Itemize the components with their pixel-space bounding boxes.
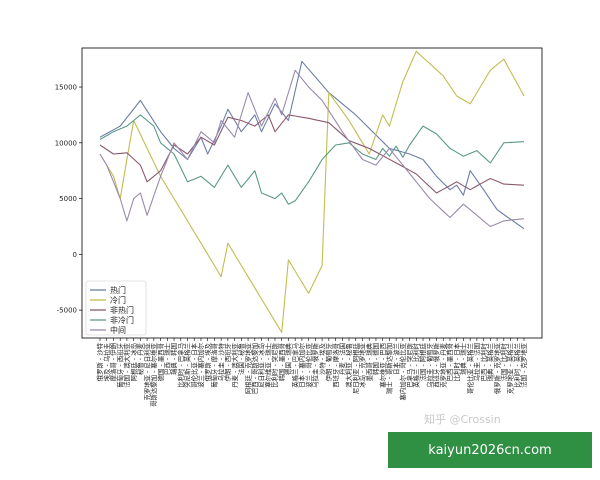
- x-tick-label: 法国 - 阿根廷: [418, 342, 427, 381]
- x-tick-label: 葡萄牙 - 西班牙: [115, 343, 124, 388]
- x-tick-label: 比利时 - 巴拿马: [176, 343, 185, 388]
- legend-label: 非冷门: [110, 315, 134, 325]
- x-tick-label: 俄罗斯 - 克罗地亚: [492, 342, 501, 394]
- x-tick-label: 韩国 - 墨西哥: [277, 342, 286, 381]
- y-tick-label: -5000: [57, 307, 77, 315]
- x-tick-label: 德国 - 瑞典: [284, 342, 293, 375]
- x-tick-label: 墨西哥 - 瑞典: [364, 342, 373, 381]
- x-tick-label: 巴西 - 墨西哥: [446, 342, 454, 381]
- x-tick-label: 巴西 - 哥斯达黎加: [250, 343, 259, 394]
- watermark: 知乎 @Crossin: [424, 413, 501, 426]
- legend-label: 非热门: [110, 305, 134, 315]
- x-tick-label: 丹麦 - 法国: [337, 343, 346, 375]
- plot-frame: [81, 47, 543, 339]
- x-tick-label: 尼日利亚 - 阿根廷: [351, 342, 360, 394]
- x-tick-label: 哥斯达黎加 - 塞尔维亚: [149, 342, 158, 406]
- x-tick-label: 瑞典 - 瑞士: [459, 342, 468, 375]
- x-tick-label: 巴拿马 - 突尼斯: [405, 342, 414, 387]
- x-tick-label: 塞尔维亚 - 瑞士: [263, 342, 272, 387]
- x-tick-label: 乌拉圭 - 俄罗斯: [311, 342, 320, 387]
- series-line-0: [99, 60, 525, 230]
- x-tick-label: 波兰 - 哥伦比亚: [304, 342, 313, 387]
- x-tick-label: 哥伦比亚 - 日本: [189, 342, 198, 387]
- site-banner[interactable]: kaiyun2026cn.com: [388, 432, 592, 468]
- x-tick-label: 沙特 - 埃及: [317, 342, 326, 375]
- legend-label: 中间: [110, 325, 126, 335]
- x-tick-label: 瑞士 - 哥斯达黎加: [385, 343, 394, 394]
- x-tick-label: 巴西 - 比利时: [479, 342, 488, 381]
- x-tick-label: 法国 - 澳大利亚: [122, 342, 131, 387]
- series-lines: [99, 50, 525, 333]
- x-tick-label: 阿根廷 - 冰岛: [129, 343, 138, 381]
- x-tick-label: 伊朗 - 葡萄牙: [324, 343, 333, 381]
- x-tick-label: 西班牙 - 俄罗斯: [432, 342, 441, 387]
- x-tick-label: 韩国 - 德国: [371, 343, 380, 375]
- x-tick-label: 突尼斯 - 英格兰: [183, 342, 192, 387]
- x-tick-label: 哥伦比亚 - 英格兰: [465, 342, 474, 394]
- series-line-1: [99, 50, 525, 333]
- x-tick-label: 比利时 - 突尼斯: [270, 342, 279, 387]
- y-axis: -5000 0 5000 10000 15000: [55, 84, 82, 315]
- x-tick-label: 塞尔维亚 - 巴西: [378, 343, 387, 388]
- x-tick-label: 西班牙 - 摩洛哥: [331, 342, 340, 387]
- x-tick-label: 瑞典 - 英格兰: [486, 342, 495, 381]
- x-tick-label: 英格兰 - 比利时: [412, 342, 421, 387]
- x-tick-label: 瑞典 - 韩国: [169, 343, 178, 375]
- x-tick-label: 法国 - 秘鲁: [237, 343, 246, 375]
- x-tick-label: 德国 - 墨西哥: [156, 342, 165, 381]
- x-tick-label: 丹麦 - 澳大利亚: [230, 342, 239, 387]
- x-tick-label: 日本 - 塞内加尔: [297, 342, 306, 387]
- banner-text: kaiyun2026cn.com: [428, 442, 552, 458]
- series-line-4: [99, 69, 525, 228]
- x-tick-label: 比利时 - 英格兰: [512, 342, 521, 387]
- x-tick-label: 俄罗斯 - 沙特: [95, 342, 104, 381]
- x-tick-label: 英格兰 - 巴拿马: [290, 343, 299, 388]
- x-tick-label: 埃及 - 乌拉圭: [102, 342, 111, 381]
- x-tick-label: 巴西 - 瑞士: [163, 342, 172, 375]
- legend-label: 热门: [110, 285, 126, 295]
- legend-label: 冷门: [110, 295, 126, 305]
- x-tick-label: 法国 - 比利时: [499, 342, 508, 381]
- y-tick-label: 10000: [55, 139, 77, 147]
- x-tick-label: 波兰 - 塞内加尔: [196, 342, 205, 387]
- x-tick-label: 克罗地亚 - 丹麦: [438, 342, 447, 387]
- x-tick-label: 乌拉圭 - 葡萄牙: [425, 343, 434, 388]
- x-tick-label: 澳大利亚 - 秘鲁: [344, 343, 353, 388]
- x-tick-label: 塞内加尔 - 哥伦比亚: [398, 342, 407, 400]
- x-tick-label: 日本 - 波兰: [391, 342, 400, 375]
- x-tick-label: 冰岛 - 克罗地亚: [358, 342, 367, 387]
- legend-box: [85, 280, 147, 336]
- x-tick-label: 乌拉圭 - 沙特: [216, 342, 225, 381]
- x-tick-label: 伊朗 - 西班牙: [223, 343, 232, 381]
- y-tick-label: 0: [73, 251, 77, 259]
- x-tick-label: 葡萄牙 - 摩洛哥: [210, 342, 219, 387]
- y-tick-label: 5000: [59, 195, 77, 203]
- x-tick-label: 秘鲁 - 丹麦: [136, 342, 145, 375]
- y-tick-label: 15000: [55, 84, 77, 92]
- x-tick-label: 克罗地亚 - 尼日利亚: [142, 342, 151, 400]
- x-tick-label: 尼日利亚 - 冰岛: [257, 343, 266, 388]
- x-tick-label: 阿根廷 - 克罗地亚: [243, 342, 252, 394]
- x-tick-label: 克罗地亚 - 英格兰: [506, 342, 515, 394]
- x-tick-label: 乌拉圭 - 法国: [472, 343, 481, 381]
- x-tick-label: 比利时 - 日本: [452, 342, 461, 381]
- x-tick-label: 法国 - 克罗地亚: [519, 342, 528, 387]
- x-tick-label: 摩洛哥 - 伊朗: [109, 343, 118, 381]
- x-tick-label: 俄罗斯 - 埃及: [203, 342, 212, 381]
